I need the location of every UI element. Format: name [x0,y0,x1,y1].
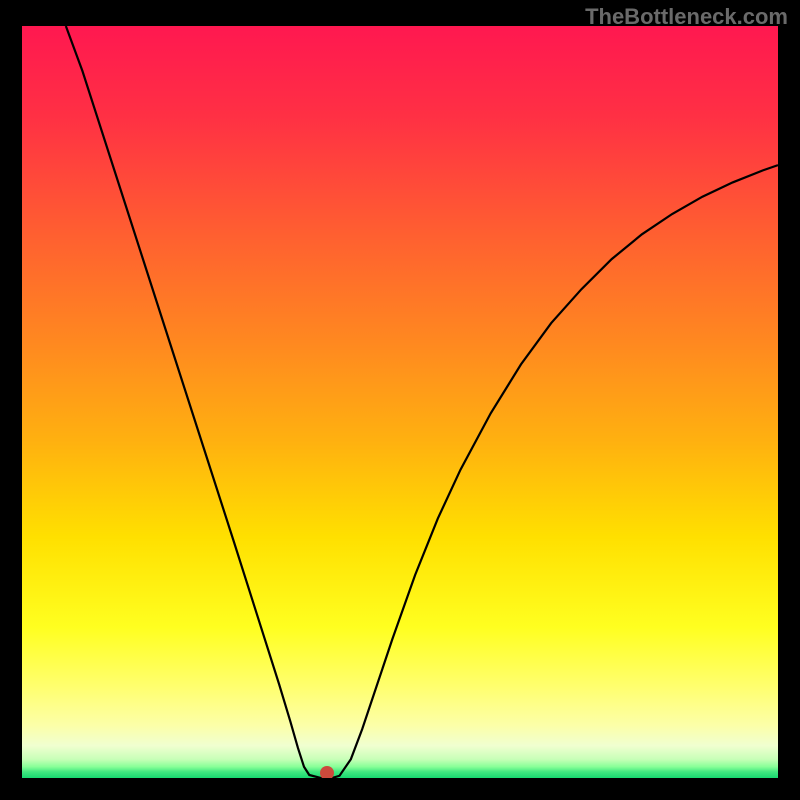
bottleneck-chart [22,26,778,778]
watermark-text: TheBottleneck.com [585,4,788,30]
curve-line [22,26,778,778]
curve-path [66,26,778,778]
bottleneck-marker [320,766,334,778]
